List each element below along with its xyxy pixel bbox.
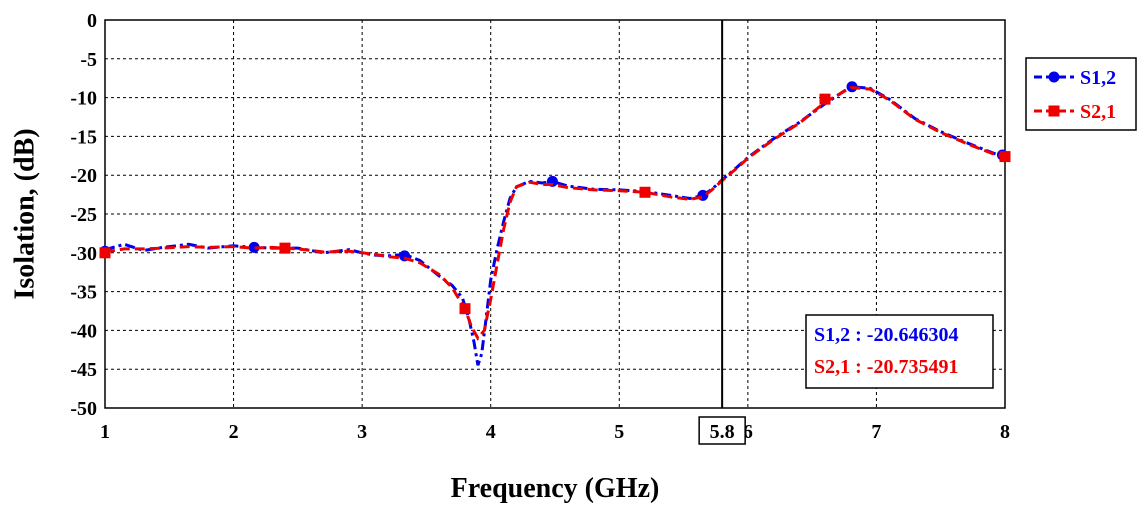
x-tick-label: 8 [1000, 421, 1010, 443]
marker-readout-box: S1,2 : -20.646304 S2,1 : -20.735491 [805, 314, 994, 389]
marker-x-box [698, 416, 746, 445]
readout-s21: S2,1 : -20.735491 [814, 356, 958, 378]
series-point-s21 [99, 247, 111, 259]
y-tick-label: -30 [70, 243, 97, 265]
y-tick-label: -45 [70, 359, 97, 381]
y-tick-label: -15 [70, 126, 97, 148]
y-tick-label: -20 [70, 165, 97, 187]
series-point-s21 [279, 242, 291, 254]
x-tick-label: 3 [357, 421, 367, 443]
x-tick-label: 1 [100, 421, 110, 443]
y-tick-labels: 0 -5 -10 -15 -20 -25 -30 -35 -40 -45 -50 [70, 10, 97, 420]
x-tick-label: 4 [486, 421, 496, 443]
y-axis-title: Isolation, (dB) [9, 128, 40, 299]
x-tick-label: 7 [871, 421, 881, 443]
y-tick-label: -40 [70, 320, 97, 342]
legend-box [1025, 57, 1137, 131]
series-point-s12 [697, 189, 709, 201]
series-point-s21 [999, 151, 1011, 163]
legend-marker-s21 [1048, 105, 1060, 117]
legend-label-s12: S1,2 [1080, 67, 1116, 89]
x-tick-label: 2 [229, 421, 239, 443]
y-tick-label: -10 [70, 88, 97, 110]
series-line-s12 [104, 85, 1006, 366]
marker-x-label: 5.8 [710, 421, 735, 443]
x-tick-label: 5 [614, 421, 624, 443]
readout-s12: S1,2 : -20.646304 [814, 324, 958, 346]
series-point-s21 [459, 303, 471, 315]
y-tick-label: 0 [87, 10, 97, 32]
legend-label-s21: S2,1 [1080, 101, 1116, 123]
y-tick-label: -5 [80, 49, 97, 71]
series-layer [99, 81, 1011, 366]
y-tick-label: -25 [70, 204, 97, 226]
x-axis-title: Frequency (GHz) [451, 473, 660, 504]
x-tick-labels: 1 2 3 4 5 6 7 8 [100, 421, 1010, 443]
series-point-s12 [248, 241, 260, 253]
y-tick-label: -35 [70, 282, 97, 304]
x-tick-label: 6 [743, 421, 753, 443]
series-line-s21 [104, 85, 1006, 341]
readout-frame [805, 314, 994, 389]
series-point-s21 [639, 186, 651, 198]
legend-marker-s12 [1048, 71, 1060, 83]
legend: S1,2 S2,1 [1025, 57, 1137, 131]
plot-frame [104, 19, 1006, 409]
frequency-marker: 5.8 [698, 20, 746, 445]
series-point-s21 [819, 93, 831, 105]
y-tick-label: -50 [70, 398, 97, 420]
